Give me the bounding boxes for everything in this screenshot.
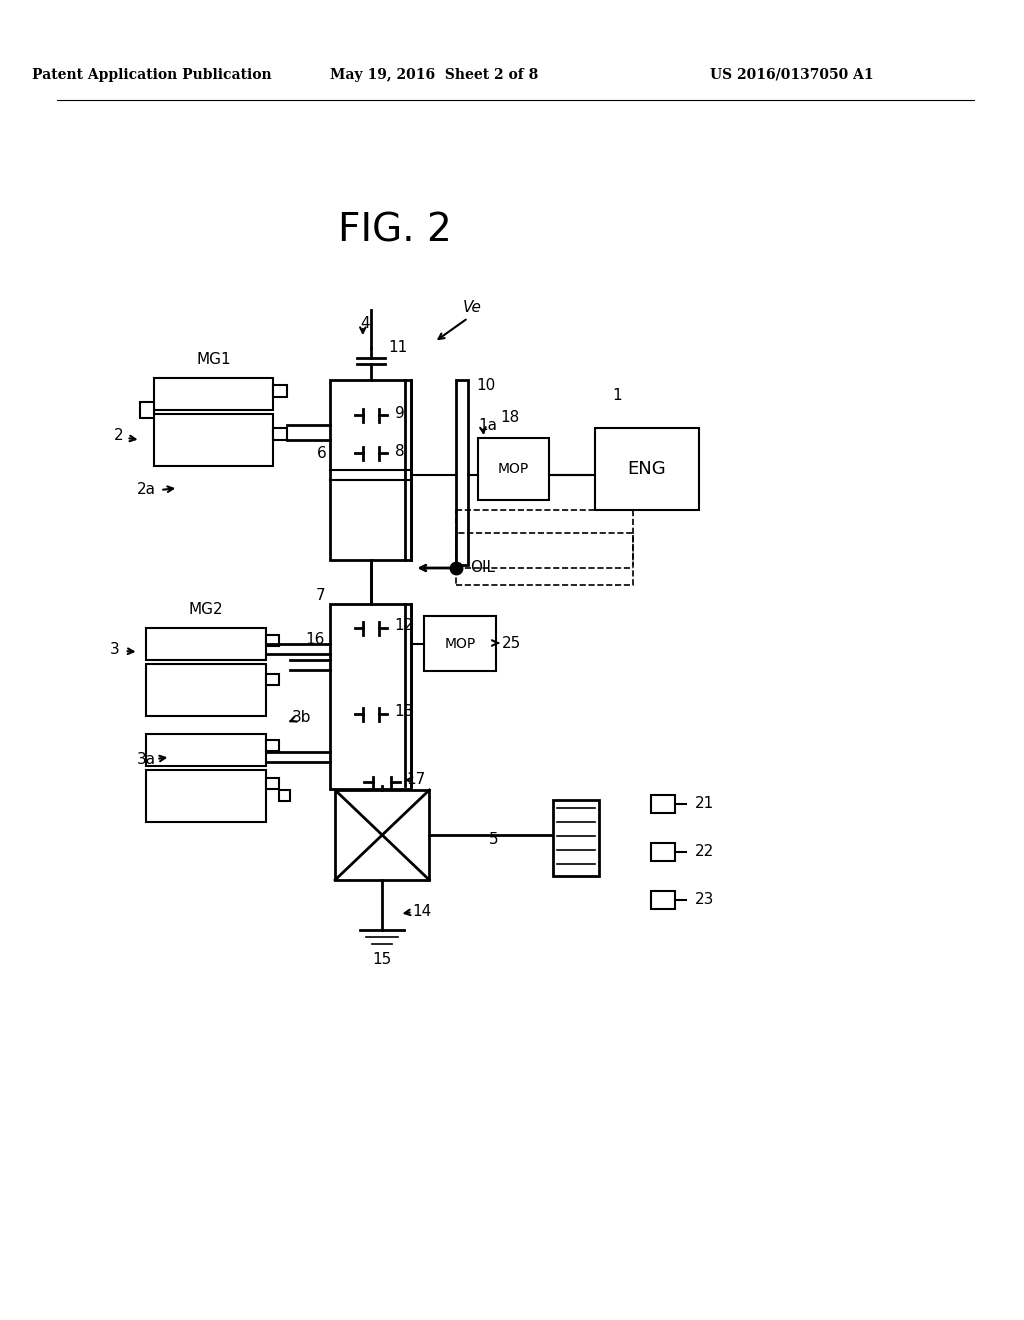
Bar — [265, 675, 280, 685]
Text: 25: 25 — [502, 635, 521, 651]
Text: 23: 23 — [694, 892, 714, 908]
Text: May 19, 2016  Sheet 2 of 8: May 19, 2016 Sheet 2 of 8 — [330, 69, 539, 82]
Text: 22: 22 — [694, 845, 714, 859]
Bar — [265, 741, 280, 751]
Text: FIG. 2: FIG. 2 — [338, 211, 452, 249]
Text: US 2016/0137050 A1: US 2016/0137050 A1 — [710, 69, 873, 82]
Bar — [595, 428, 699, 510]
Text: 13: 13 — [394, 705, 414, 719]
Bar — [650, 795, 675, 813]
Bar — [273, 385, 288, 397]
Text: 3b: 3b — [292, 710, 311, 726]
Text: 14: 14 — [413, 904, 432, 920]
Bar — [140, 403, 155, 418]
Text: 17: 17 — [407, 772, 426, 788]
Bar — [155, 378, 273, 411]
Text: 1a: 1a — [478, 418, 497, 433]
Text: Patent Application Publication: Patent Application Publication — [32, 69, 271, 82]
Text: 11: 11 — [389, 341, 408, 355]
Bar — [273, 428, 288, 440]
Text: 4: 4 — [360, 315, 370, 330]
Text: MG2: MG2 — [188, 602, 223, 618]
Bar — [553, 800, 599, 876]
Text: 12: 12 — [394, 619, 414, 634]
Text: MOP: MOP — [444, 638, 476, 651]
Text: MG1: MG1 — [197, 352, 231, 367]
Text: 6: 6 — [317, 446, 327, 461]
Bar — [335, 789, 429, 880]
Text: 2a: 2a — [137, 483, 156, 498]
Text: Ve: Ve — [463, 301, 481, 315]
Text: MOP: MOP — [498, 462, 529, 477]
Bar — [456, 380, 468, 565]
Text: 1: 1 — [612, 388, 622, 403]
Bar — [280, 789, 291, 801]
Bar — [146, 770, 265, 822]
Bar — [146, 628, 265, 660]
Bar — [265, 635, 280, 645]
Text: 21: 21 — [694, 796, 714, 812]
Bar — [146, 734, 265, 766]
Text: 3a: 3a — [137, 752, 156, 767]
Text: 2: 2 — [114, 428, 124, 442]
Text: 3: 3 — [110, 643, 120, 657]
Bar — [265, 777, 280, 789]
Bar — [456, 533, 633, 585]
Text: 16: 16 — [306, 632, 325, 648]
Text: 8: 8 — [394, 445, 404, 459]
Text: 5: 5 — [489, 833, 499, 847]
Text: 15: 15 — [372, 953, 391, 968]
Text: 7: 7 — [315, 589, 325, 603]
Text: 10: 10 — [476, 378, 496, 392]
Bar — [330, 605, 412, 789]
Bar — [650, 891, 675, 909]
Bar — [650, 843, 675, 861]
Text: 18: 18 — [500, 411, 519, 425]
Bar — [146, 664, 265, 715]
Bar — [330, 380, 412, 560]
Text: OIL: OIL — [470, 561, 495, 576]
Bar — [155, 414, 273, 466]
Bar — [424, 616, 496, 671]
Bar — [478, 438, 550, 500]
Text: ENG: ENG — [628, 459, 666, 478]
Text: 9: 9 — [394, 405, 404, 421]
